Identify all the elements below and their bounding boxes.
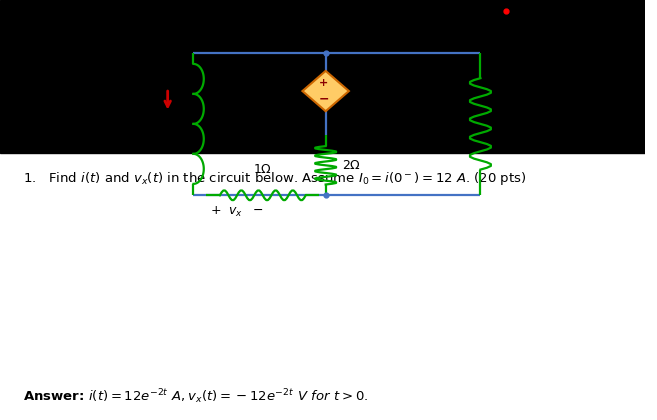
Bar — [0, 0, 645, 153]
Text: 1.   Find $i(t)$ and $v_x(t)$ in the circuit below. Assume $I_0 = i(0^-) = 12$ $: 1. Find $i(t)$ and $v_x(t)$ in the circu… — [22, 170, 526, 187]
Text: −: − — [319, 92, 329, 105]
Text: $1\Omega$: $1\Omega$ — [253, 163, 272, 176]
Text: $2\Omega$: $2\Omega$ — [342, 159, 361, 172]
Text: $i$: $i$ — [147, 93, 152, 108]
Text: $+\ \ v_x\ \ -$: $+\ \ v_x\ \ -$ — [210, 205, 263, 219]
Text: $6\Omega$: $6\Omega$ — [495, 118, 514, 130]
Polygon shape — [302, 71, 349, 111]
Text: $2$ H: $2$ H — [146, 118, 168, 130]
Text: $2v_x$: $2v_x$ — [350, 84, 373, 99]
Text: Answer: $i(t) = 12e^{-2t}$ $A, v_x(t) = -12e^{-2t}$ $V$ $for$ $t > 0.$: Answer: $i(t) = 12e^{-2t}$ $A, v_x(t) = … — [22, 388, 368, 406]
Text: +: + — [319, 79, 328, 89]
